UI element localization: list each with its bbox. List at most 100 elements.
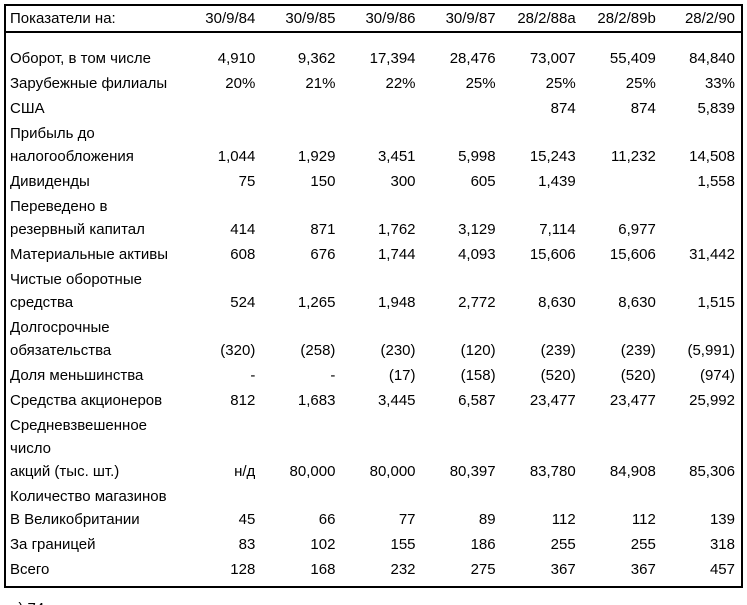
cell-value: 608	[230, 246, 256, 263]
cell-value: 77	[398, 511, 416, 528]
cell-value: 112	[551, 511, 576, 528]
row-label: Всего	[10, 561, 50, 578]
cell-value: 7,114	[539, 221, 576, 238]
cell-value: 31,442	[689, 246, 735, 263]
row-label: Чистые оборотные средства	[10, 271, 142, 311]
cell-value: 414	[230, 221, 256, 238]
header-label: Показатели на:	[5, 5, 182, 33]
cell-value: 28,476	[449, 50, 496, 67]
cell-value: 85,306	[689, 463, 735, 480]
cell-value: 83	[238, 536, 256, 553]
cell-value: 255	[550, 536, 576, 553]
cell-value: (520)	[540, 367, 576, 384]
cell-value	[341, 96, 421, 121]
cell-value: -	[250, 367, 256, 384]
table-row: Количество магазинов В Великобритании 45 6…	[5, 484, 742, 532]
cell-value: 6,587	[458, 392, 496, 409]
table-row: За границей 83 102 155 186 255 255 318	[5, 532, 742, 557]
cell-value: 5,839	[697, 100, 735, 117]
table-row: Материальные активы 608 676 1,744 4,093 15,60…	[5, 242, 742, 267]
cell-value: 300	[390, 173, 416, 190]
table-row: Прибыль до налогообложения 1,044 1,929 3,45…	[5, 121, 742, 169]
cell-value: 812	[230, 392, 256, 409]
cell-value: (239)	[540, 342, 576, 359]
cell-value: 23,477	[609, 392, 656, 409]
row-label: Переведено в резервный капитал	[10, 198, 145, 238]
cell-value: 75	[238, 173, 256, 190]
cell-value: 8,630	[538, 294, 576, 311]
table-row: Средства акционеров 812 1,683 3,445 6,587 23,…	[5, 388, 742, 413]
cell-value: 367	[630, 561, 656, 578]
row-label: Дивиденды	[10, 173, 90, 190]
financial-indicators-table: Показатели на: 30/9/84 30/9/85 30/9/86 30/9…	[4, 4, 743, 588]
cell-value: 4,910	[217, 50, 256, 67]
cell-value: 8,630	[618, 294, 656, 311]
cell-value: 1,439	[538, 173, 576, 190]
cell-value: 4,093	[458, 246, 496, 263]
cell-value: 605	[470, 173, 496, 190]
cell-value: (520)	[620, 367, 656, 384]
header-date-column: 28/2/89b	[581, 5, 662, 33]
table-row: Доля меньшинства - - (17) (158) (520) (520) (97…	[5, 363, 742, 388]
cell-value: 874	[550, 100, 576, 117]
cell-value	[422, 96, 502, 121]
row-label: Средневзвешенное число акций (тыс. шт.)	[10, 417, 148, 480]
cell-value: 874	[630, 100, 656, 117]
row-label: Прибыль до налогообложения	[10, 125, 134, 165]
cell-value: -	[330, 367, 336, 384]
cell-value: 15,606	[529, 246, 576, 263]
cell-value: 25,992	[689, 392, 735, 409]
cell-value: (230)	[380, 342, 416, 359]
cell-value: 1,515	[697, 294, 735, 311]
cell-value: 66	[318, 511, 336, 528]
cell-value	[261, 96, 341, 121]
row-label: Оборот, в том числе	[10, 50, 151, 67]
cell-value: 1,762	[377, 221, 416, 238]
cell-value: 80,397	[449, 463, 496, 480]
cell-value: 84,908	[609, 463, 656, 480]
cell-value: (258)	[300, 342, 336, 359]
table-row: Переведено в резервный капитал 414 871 1,76…	[5, 194, 742, 242]
cell-value: (320)	[220, 342, 256, 359]
cell-value: 55,409	[609, 50, 656, 67]
cell-value: 25%	[625, 75, 656, 92]
cell-value: (17)	[388, 367, 416, 384]
header-date-column: 30/9/87	[421, 5, 502, 33]
cell-value: 150	[310, 173, 336, 190]
cell-value: 2,772	[458, 294, 496, 311]
cell-value: 14,508	[689, 148, 735, 165]
cell-value: 21%	[305, 75, 336, 92]
cell-value: 1,683	[297, 392, 336, 409]
header-date-column: 28/2/88a	[501, 5, 582, 33]
cell-value	[181, 96, 261, 121]
cell-value: 139	[709, 511, 735, 528]
cell-value: 102	[310, 536, 336, 553]
table-row: Дивиденды 75 150 300 605 1,439 1,558	[5, 169, 742, 194]
footnotes: a) 74 недели b) 52 недели	[10, 597, 747, 605]
cell-value: 155	[390, 536, 416, 553]
cell-value: 1,265	[297, 294, 336, 311]
cell-value: 168	[310, 561, 336, 578]
cell-value: 676	[310, 246, 336, 263]
table-body: Оборот, в том числе 4,910 9,362 17,394 28,47…	[5, 32, 742, 587]
cell-value: 275	[470, 561, 496, 578]
cell-value: 6,977	[618, 221, 656, 238]
header-date-column: 30/9/84	[181, 5, 262, 33]
cell-value: 1,044	[217, 148, 256, 165]
row-label: США	[10, 100, 45, 117]
cell-value: 457	[709, 561, 735, 578]
cell-value: 367	[550, 561, 576, 578]
cell-value: (239)	[620, 342, 656, 359]
table-row: Всего 128 168 232 275 367 367 457	[5, 557, 742, 587]
cell-value	[582, 169, 662, 194]
cell-value: 524	[230, 294, 256, 311]
cell-value: 3,129	[458, 221, 496, 238]
cell-value: 1,558	[697, 173, 735, 190]
cell-value: 89	[478, 511, 496, 528]
cell-value: 112	[631, 511, 656, 528]
cell-value: 1,948	[377, 294, 416, 311]
table-row: Средневзвешенное число акций (тыс. шт.) н…	[5, 413, 742, 484]
cell-value: 80,000	[289, 463, 336, 480]
table-row: Оборот, в том числе 4,910 9,362 17,394 28,47…	[5, 32, 742, 71]
